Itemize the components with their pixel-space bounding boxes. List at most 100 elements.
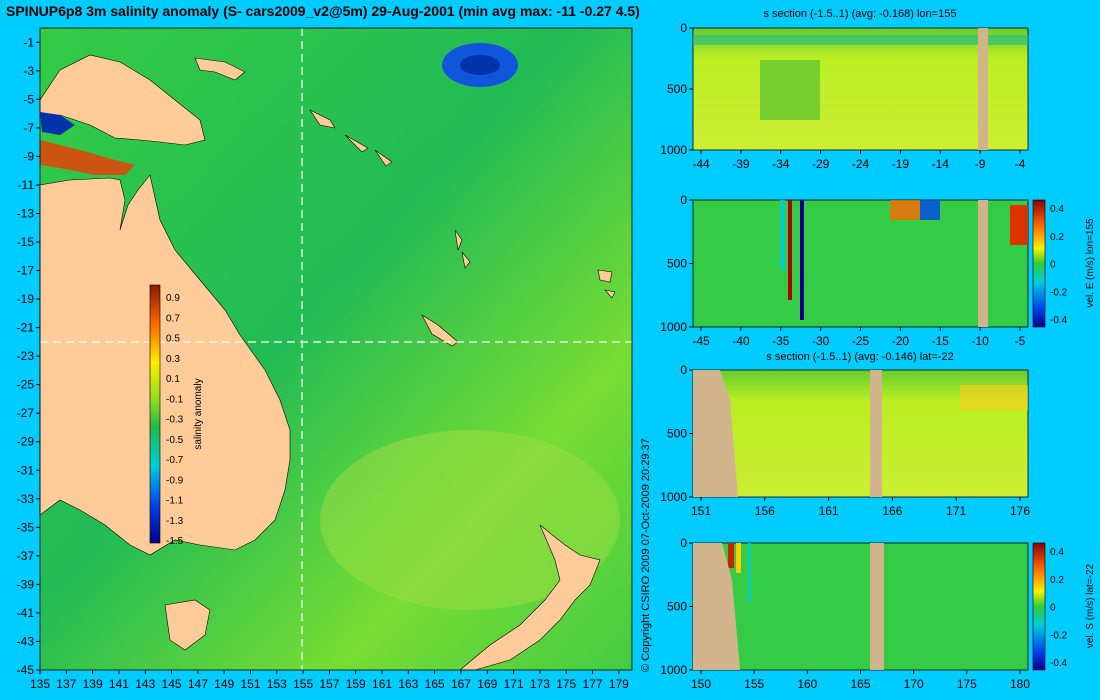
panel-x-tick-label: 160 [797, 677, 817, 691]
map-y-tick-label: -9 [23, 149, 34, 163]
vel-e-seabed [978, 200, 988, 327]
map-y-tick-label: -3 [23, 64, 34, 78]
map-x-tick-label: 161 [372, 677, 392, 691]
vel-e-colorbar-label: vel. E (m/s) lon=155 [1085, 218, 1096, 308]
salinity-colorbar-tick: -0.9 [166, 475, 184, 486]
vel-s-jet [728, 543, 734, 568]
vel-colorbar-tick: -0.2 [1050, 287, 1068, 298]
vel-colorbar-tick: -0.2 [1050, 630, 1068, 641]
vel-s-jet [748, 543, 751, 603]
panel-s-section-lat22: s section (-1.5..1) (avg: -0.146) lat=-2… [660, 351, 1030, 518]
panel-x-tick-label: 156 [755, 504, 775, 518]
panel-x-tick-label: -24 [852, 157, 870, 171]
vel-colorbar-tick: 0.2 [1050, 575, 1064, 586]
salinity-colorbar-tick: 0.1 [166, 374, 180, 385]
vel-e-lon155-plot [692, 199, 1029, 328]
map-x-tick-label: 159 [346, 677, 366, 691]
map-x-tick-label: 143 [135, 677, 155, 691]
panel-x-tick-label: -29 [812, 157, 830, 171]
map-x-tick-label: 149 [214, 677, 234, 691]
vel-colorbar-tick: 0.4 [1050, 204, 1064, 215]
panel-y-tick-label: 0 [680, 363, 687, 377]
vel-colorbar-tick: -0.4 [1050, 658, 1068, 669]
map-y-tick-label: -35 [17, 520, 35, 534]
map-y-tick-label: -33 [17, 492, 35, 506]
fresh-anomaly-blob [460, 55, 500, 75]
map-y-tick-label: -21 [17, 321, 35, 335]
panel-y-tick-label: 500 [667, 257, 687, 271]
s-section-lat22-slope [693, 370, 738, 497]
vel-s-jet [736, 543, 741, 573]
map-y-tick-label: -41 [17, 606, 35, 620]
vel-e-jet [788, 200, 792, 300]
vel-colorbar-tick: 0.2 [1050, 232, 1064, 243]
map-y-tick-label: -19 [17, 292, 35, 306]
panel-s-section-lon155: s section (-1.5..1) (avg: -0.168) lon=15… [660, 8, 1029, 171]
map-x-tick-label: 155 [293, 677, 313, 691]
map-x-tick-label: 169 [477, 677, 497, 691]
map-x-tick-label: 179 [609, 677, 629, 691]
panel-x-tick-label: 180 [1010, 677, 1030, 691]
map-y-tick-label: -15 [17, 235, 35, 249]
salinity-colorbar-tick: 0.9 [166, 293, 180, 304]
vel-s-slope [693, 543, 740, 670]
map-x-tick-label: 177 [583, 677, 603, 691]
map-y-tick-label: -37 [17, 549, 35, 563]
vel-s-seabed [870, 543, 884, 670]
salinity-map: 135 137 139 141 143 145 147 149 151 153 155 157 159 1… [17, 27, 633, 691]
map-y-tick-label: -7 [23, 121, 34, 135]
salinity-colorbar-tick: -1.5 [166, 536, 184, 547]
land-new-guinea [39, 54, 206, 146]
vel-e-colorbar-bar [1032, 199, 1046, 328]
panel-x-tick-label: -4 [1015, 157, 1026, 171]
map-x-tick-label: 137 [56, 677, 76, 691]
land-fiji [597, 269, 616, 299]
vel-e-jet [890, 200, 920, 220]
map-y-tick-label: -25 [17, 378, 35, 392]
map-y-tick-label: -27 [17, 406, 35, 420]
panel-x-tick-label: 171 [946, 504, 966, 518]
vel-s-colorbar-label: vel. S (m/s) lat=-22 [1085, 563, 1096, 648]
salinity-colorbar-tick: -0.3 [166, 415, 184, 426]
salinity-colorbar-tick: -0.5 [166, 435, 184, 446]
vel-s-colorbar-bar [1032, 542, 1046, 671]
vel-e-jet [780, 200, 785, 270]
map-y-tick-label: -17 [17, 264, 35, 278]
map-y-tick-label: -13 [17, 206, 35, 220]
gulf-papua-saline [40, 140, 135, 175]
panel-y-tick-label: 0 [680, 193, 687, 207]
vel-colorbar-tick: -0.4 [1050, 315, 1068, 326]
map-x-axis: 135 137 139 141 143 145 147 149 151 153 155 157 159 1… [30, 670, 629, 691]
map-x-tick-label: 175 [556, 677, 576, 691]
vel-e-jet [1010, 205, 1028, 245]
salinity-colorbar-bar [149, 284, 161, 544]
panel-vel-s-lat22: 150 155 160 165 170 175 180 0 500 1000 [660, 536, 1030, 691]
s-section-lon155-green-core [760, 60, 820, 120]
panel-x-tick-label: 176 [1010, 504, 1030, 518]
panel-x-tick-label: 155 [744, 677, 764, 691]
vel-s-lat22-plot [692, 542, 1029, 671]
salinity-colorbar-tick: -0.7 [166, 455, 184, 466]
vel-e-jet [800, 200, 804, 320]
panel-x-tick-label: -19 [892, 157, 910, 171]
map-x-tick-label: 165 [425, 677, 445, 691]
map-y-tick-label: -29 [17, 435, 35, 449]
panel-x-tick-label: -35 [772, 334, 790, 348]
panel-x-tick-label: -14 [932, 157, 950, 171]
map-x-tick-label: 167 [451, 677, 471, 691]
map-frame [39, 27, 633, 671]
panel-y-tick-label: 0 [680, 536, 687, 550]
salinity-colorbar-tick: -0.1 [166, 394, 184, 405]
panel-x-tick-label: -15 [932, 334, 950, 348]
panel-x-tick-label: 166 [882, 504, 902, 518]
salinity-colorbar-tick: 0.5 [166, 334, 180, 345]
vel-colorbar-tick: 0 [1050, 603, 1056, 614]
s-section-lat22-warm-layer [960, 385, 1028, 410]
panel-y-tick-label: 1000 [660, 143, 687, 157]
map-y-tick-label: -11 [18, 178, 35, 192]
map-y-tick-label: -1 [23, 35, 34, 49]
map-x-tick-label: 163 [398, 677, 418, 691]
salinity-colorbar-tick: -1.3 [166, 516, 184, 527]
panel-y-tick-label: 1000 [660, 320, 687, 334]
land-australia [39, 174, 291, 556]
